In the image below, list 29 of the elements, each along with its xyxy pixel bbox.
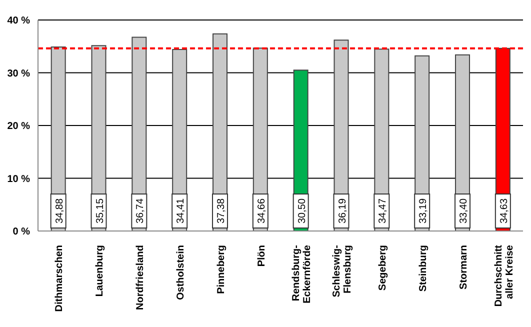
data-label: 34,63 [498,198,510,224]
data-label: 34,47 [378,198,389,224]
x-tick-label: Pinneberg [216,245,227,294]
y-tick-label: 30 % [7,68,30,80]
data-label: 35,15 [94,198,106,224]
x-tick-label: Segeberg [378,245,389,291]
x-tick-label: Rendsburg- Eckernförde [291,244,314,304]
data-label: 36,19 [337,198,348,224]
data-label: 34,66 [256,198,268,224]
y-tick-label: 10 % [7,174,30,185]
data-label: 33,40 [458,198,470,224]
data-label: 33,19 [418,198,430,224]
y-tick-label: 20 % [7,121,30,132]
data-label: 36,74 [135,198,146,224]
data-label: 37,38 [216,198,228,224]
y-tick-label: 40 % [7,16,30,27]
x-tick-label: Stormarn [458,245,470,290]
x-tick-label: Schleswig- Flensburg [332,245,354,298]
x-tick-label: Lauenburg [94,245,106,297]
y-tick-label: 0 % [12,226,30,238]
x-tick-label: Plön [256,245,268,267]
x-tick-label: Nordfriesland [135,245,146,310]
data-label: 34,41 [176,198,187,224]
data-label: 30,50 [296,198,308,224]
x-tick-label: Steinburg [418,245,429,292]
x-tick-label: Durchschnitt aller Kreise [493,244,516,307]
x-tick-label: Dithmarschen [54,245,66,312]
x-tick-label: Ostholstein [175,245,186,300]
data-label: 34,88 [54,198,66,224]
